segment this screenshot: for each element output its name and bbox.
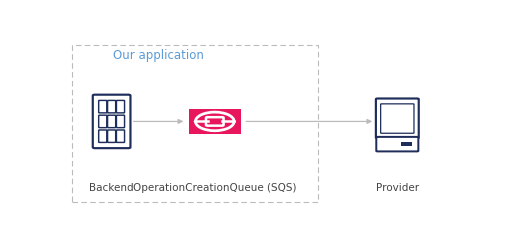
Bar bbox=[401, 142, 412, 146]
FancyBboxPatch shape bbox=[99, 100, 107, 113]
Text: Provider: Provider bbox=[376, 183, 419, 192]
FancyBboxPatch shape bbox=[116, 115, 124, 128]
FancyBboxPatch shape bbox=[116, 100, 124, 113]
Text: OperationCreationQueue (SQS): OperationCreationQueue (SQS) bbox=[133, 183, 296, 192]
Circle shape bbox=[194, 120, 198, 123]
FancyBboxPatch shape bbox=[108, 115, 116, 128]
Text: Our application: Our application bbox=[113, 49, 203, 62]
Bar bbox=[189, 109, 241, 134]
FancyBboxPatch shape bbox=[99, 130, 107, 142]
FancyBboxPatch shape bbox=[380, 104, 414, 133]
FancyBboxPatch shape bbox=[99, 115, 107, 128]
FancyBboxPatch shape bbox=[93, 95, 131, 148]
FancyBboxPatch shape bbox=[376, 98, 419, 138]
Text: Backend: Backend bbox=[89, 183, 134, 192]
FancyBboxPatch shape bbox=[108, 100, 116, 113]
Circle shape bbox=[231, 120, 236, 123]
FancyBboxPatch shape bbox=[376, 137, 418, 151]
FancyBboxPatch shape bbox=[116, 130, 124, 142]
FancyBboxPatch shape bbox=[108, 130, 116, 142]
